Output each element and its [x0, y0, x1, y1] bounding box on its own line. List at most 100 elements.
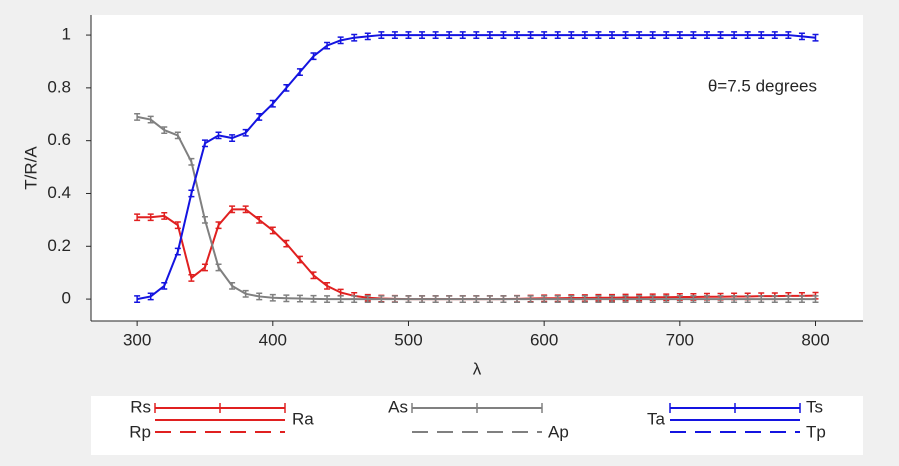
- error-bar: [432, 295, 439, 304]
- error-bar: [161, 126, 168, 135]
- error-bar: [296, 294, 303, 303]
- error-bar: [174, 131, 181, 140]
- error-bar: [717, 295, 724, 304]
- error-bar: [269, 99, 276, 108]
- legend-label: Ap: [548, 422, 569, 441]
- x-tick-label: 700: [666, 330, 694, 349]
- error-bar: [337, 36, 344, 45]
- error-bar: [188, 189, 195, 198]
- annotation: θ=7.5 degrees: [708, 76, 817, 95]
- legend-label: Ta: [647, 409, 666, 428]
- error-bar: [798, 295, 805, 304]
- error-bar: [201, 215, 208, 224]
- error-bar: [798, 32, 805, 41]
- error-bar: [174, 221, 181, 230]
- error-bar: [676, 31, 683, 39]
- error-bar: [310, 271, 317, 280]
- error-bar: [812, 295, 819, 304]
- legend-label: Ra: [292, 409, 314, 428]
- error-bar: [229, 281, 236, 290]
- error-bar: [649, 31, 656, 39]
- error-bar: [269, 293, 276, 302]
- error-bar: [405, 295, 412, 304]
- y-tick-label: 0: [62, 289, 71, 308]
- error-bar: [812, 33, 819, 42]
- error-bar: [242, 128, 249, 137]
- error-bar: [785, 31, 792, 39]
- error-bar: [229, 134, 236, 142]
- y-tick-label: 0.6: [47, 130, 71, 149]
- plot-area: [91, 15, 863, 321]
- error-bar: [744, 295, 751, 304]
- error-bar: [296, 255, 303, 264]
- error-bar: [378, 295, 385, 304]
- error-bar: [188, 157, 195, 166]
- error-bar: [324, 41, 331, 50]
- error-bar: [717, 31, 724, 39]
- error-bar: [473, 31, 480, 39]
- error-bar: [391, 295, 398, 304]
- x-axis-label: λ: [473, 359, 482, 378]
- x-tick-label: 600: [530, 330, 558, 349]
- error-bar: [731, 295, 738, 304]
- error-bar: [310, 52, 317, 61]
- y-tick-label: 0.2: [47, 236, 71, 255]
- error-bar: [622, 295, 629, 304]
- error-bar: [242, 205, 249, 214]
- error-bar: [649, 295, 656, 304]
- error-bar: [134, 112, 141, 121]
- error-bar: [256, 215, 263, 224]
- error-bar: [731, 31, 738, 39]
- error-bar: [554, 295, 561, 304]
- error-bar: [446, 31, 453, 39]
- error-bar: [147, 115, 154, 124]
- error-bar: [269, 226, 276, 235]
- x-tick-label: 800: [801, 330, 829, 349]
- error-bar: [663, 295, 670, 304]
- error-bar: [364, 32, 371, 41]
- y-tick-label: 0.4: [47, 183, 71, 202]
- error-bar: [364, 295, 371, 304]
- x-tick-label: 300: [123, 330, 151, 349]
- error-bar: [486, 295, 493, 304]
- error-bar: [514, 31, 521, 39]
- error-bar: [703, 295, 710, 304]
- error-bar: [744, 31, 751, 39]
- error-bar: [419, 31, 426, 39]
- error-bar: [174, 247, 181, 256]
- error-bar: [405, 31, 412, 39]
- error-bar: [771, 31, 778, 39]
- error-bar: [432, 31, 439, 39]
- error-bar: [581, 31, 588, 39]
- error-bar: [215, 263, 222, 272]
- error-bar: [459, 295, 466, 304]
- error-bar: [541, 295, 548, 304]
- error-bar: [758, 295, 765, 304]
- error-bar: [391, 31, 398, 39]
- error-bar: [310, 294, 317, 303]
- legend-label: Rs: [130, 397, 151, 416]
- error-bar: [283, 294, 290, 303]
- error-bar: [201, 263, 208, 272]
- error-bar: [473, 295, 480, 304]
- error-bar: [636, 295, 643, 304]
- error-bar: [283, 83, 290, 92]
- error-bar: [351, 33, 358, 42]
- error-bar: [690, 295, 697, 304]
- error-bar: [554, 31, 561, 39]
- error-bar: [568, 295, 575, 304]
- error-bar: [256, 292, 263, 301]
- error-bar: [134, 213, 141, 222]
- error-bar: [256, 112, 263, 121]
- error-bar: [134, 295, 141, 304]
- error-bar: [229, 205, 236, 214]
- error-bar: [459, 31, 466, 39]
- error-bar: [486, 31, 493, 39]
- error-bar: [595, 295, 602, 304]
- error-bar: [527, 295, 534, 304]
- error-bar: [608, 295, 615, 304]
- error-bar: [446, 295, 453, 304]
- error-bar: [337, 295, 344, 304]
- error-bar: [608, 31, 615, 39]
